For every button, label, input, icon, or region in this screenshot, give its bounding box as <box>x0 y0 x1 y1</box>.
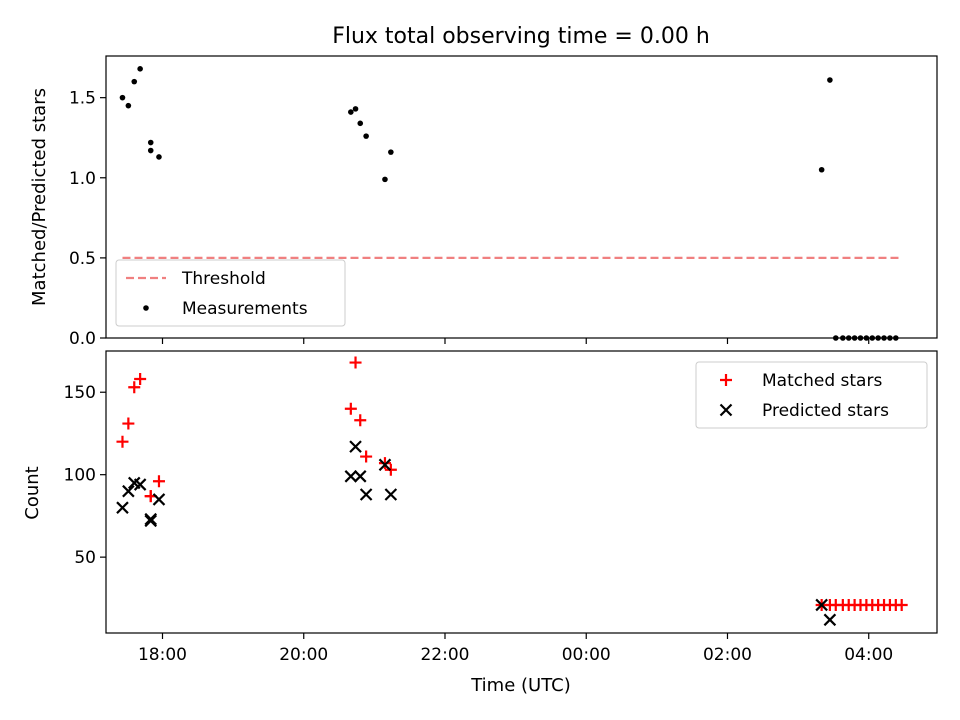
matched-stars-point <box>128 381 141 394</box>
predicted-stars-point <box>133 478 147 491</box>
predicted-stars-point <box>122 484 135 498</box>
axes-frame <box>105 55 938 339</box>
legend-marker <box>143 305 149 311</box>
x-tick-label: 22:00 <box>420 645 469 665</box>
matched-stars-point <box>152 475 165 488</box>
measurements-point <box>156 154 162 160</box>
legend-marker <box>720 374 732 386</box>
measurements-point <box>363 133 369 139</box>
legend-box <box>695 361 928 429</box>
axes-frame <box>105 350 938 634</box>
predicted-stars-point <box>344 470 358 483</box>
y-tick-label: 1.5 <box>69 89 96 109</box>
bottom-y-axis-label: Count <box>22 466 43 519</box>
bottom-plot-area: 18:00 20:00 22:00 00:00 02:00 04:00 50 100 150 Ma… <box>64 350 938 665</box>
y-tick-label: 0.0 <box>69 329 96 349</box>
measurements-point <box>352 106 359 112</box>
predicted-stars-point <box>349 440 362 453</box>
predicted-stars-point <box>378 458 392 472</box>
measurements-point <box>147 139 154 146</box>
matched-stars-point <box>378 457 391 470</box>
predicted-stars-point <box>353 470 367 483</box>
legend-marker <box>719 403 733 417</box>
measurements-point <box>382 176 388 183</box>
measurements-point <box>348 109 354 115</box>
matched-stars-point <box>344 402 357 415</box>
bottom-panel: Count Time (UTC) 18:00 20:00 22:00 00:00 02:… <box>22 350 938 696</box>
matched-stars-point <box>354 414 367 427</box>
predicted-stars-point <box>359 488 373 501</box>
measurements-point <box>357 120 364 127</box>
y-tick-label: 1.0 <box>69 169 96 189</box>
matched-stars-point <box>349 356 362 369</box>
top-plot-area: 0.0 0.5 1.0 1.5 Threshold Measurements <box>69 55 938 349</box>
y-tick-label: 50 <box>74 548 96 568</box>
matched-stars-point <box>122 417 135 430</box>
measurements-point <box>119 94 126 101</box>
legend-label: Threshold <box>181 269 266 289</box>
matched-stars-point <box>360 450 373 463</box>
predicted-stars-point <box>144 512 158 526</box>
matched-stars-point <box>116 435 129 448</box>
matched-stars-point <box>895 598 908 611</box>
predicted-stars-point <box>384 488 398 501</box>
measurements-point <box>818 166 825 173</box>
x-axis-label: Time (UTC) <box>470 675 571 696</box>
y-tick-label: 150 <box>64 383 96 403</box>
x-tick-label: 18:00 <box>138 645 187 665</box>
x-tick-label: 20:00 <box>279 645 328 665</box>
measurements-point <box>131 78 138 85</box>
figure-title: Flux total observing time = 0.00 h <box>332 24 710 49</box>
legend-box <box>115 259 346 327</box>
x-tick-label: 00:00 <box>562 645 611 665</box>
measurements-point <box>125 102 132 109</box>
legend-label: Measurements <box>182 299 308 319</box>
matched-stars-point <box>134 373 147 386</box>
legend-label: Matched stars <box>762 371 882 391</box>
predicted-stars-point <box>815 598 828 612</box>
measurements-point <box>388 149 394 155</box>
predicted-stars-point <box>116 501 129 514</box>
legend-label: Predicted stars <box>762 401 889 421</box>
measurements-point <box>147 147 154 154</box>
top-y-axis-label: Matched/Predicted stars <box>29 88 50 306</box>
x-tick-label: 02:00 <box>703 645 752 665</box>
y-tick-label: 0.5 <box>69 249 96 269</box>
predicted-stars-point <box>144 514 158 528</box>
y-tick-label: 100 <box>64 466 96 486</box>
x-tick-label: 04:00 <box>844 645 893 665</box>
measurements-point <box>137 66 143 72</box>
predicted-stars-point <box>823 613 837 627</box>
measurements-point <box>827 77 833 83</box>
top-panel: Matched/Predicted stars 0.0 0.5 1.0 1.5 Thre… <box>29 55 938 349</box>
predicted-stars-point <box>152 493 166 506</box>
